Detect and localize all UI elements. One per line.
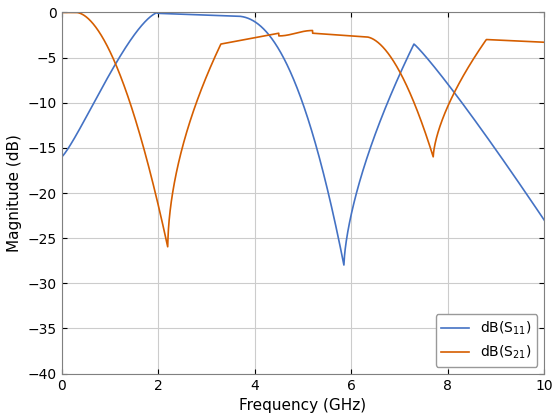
dB(S$_{21}$) — [541, 40, 548, 45]
Line: dB(S$_{21}$): dB(S$_{21}$) — [62, 13, 544, 247]
dB(S$_{21}$) — [409, 96, 416, 101]
dB(S$_{11}$) — [409, 45, 416, 50]
dB(S$_{21}$) — [502, 38, 509, 43]
dB(S$_{11}$) — [541, 218, 548, 223]
dB(S$_{11}$) — [526, 196, 533, 201]
Y-axis label: Magnitude (dB): Magnitude (dB) — [7, 134, 22, 252]
dB(S$_{21}$) — [288, 32, 295, 37]
dB(S$_{21}$) — [261, 33, 268, 38]
dB(S$_{21}$) — [526, 39, 533, 44]
dB(S$_{21}$) — [265, 33, 272, 38]
dB(S$_{11}$) — [340, 262, 347, 268]
dB(S$_{11}$) — [261, 27, 268, 32]
dB(S$_{11}$) — [58, 155, 65, 160]
dB(S$_{11}$) — [265, 32, 272, 37]
dB(S$_{21}$) — [164, 244, 171, 249]
Line: dB(S$_{11}$): dB(S$_{11}$) — [62, 13, 544, 265]
dB(S$_{11}$) — [502, 161, 509, 166]
X-axis label: Frequency (GHz): Frequency (GHz) — [239, 398, 366, 413]
dB(S$_{11}$) — [155, 10, 161, 15]
dB(S$_{11}$) — [288, 71, 295, 76]
Legend: dB(S$_{11}$), dB(S$_{21}$): dB(S$_{11}$), dB(S$_{21}$) — [436, 314, 537, 367]
dB(S$_{21}$) — [58, 10, 65, 15]
